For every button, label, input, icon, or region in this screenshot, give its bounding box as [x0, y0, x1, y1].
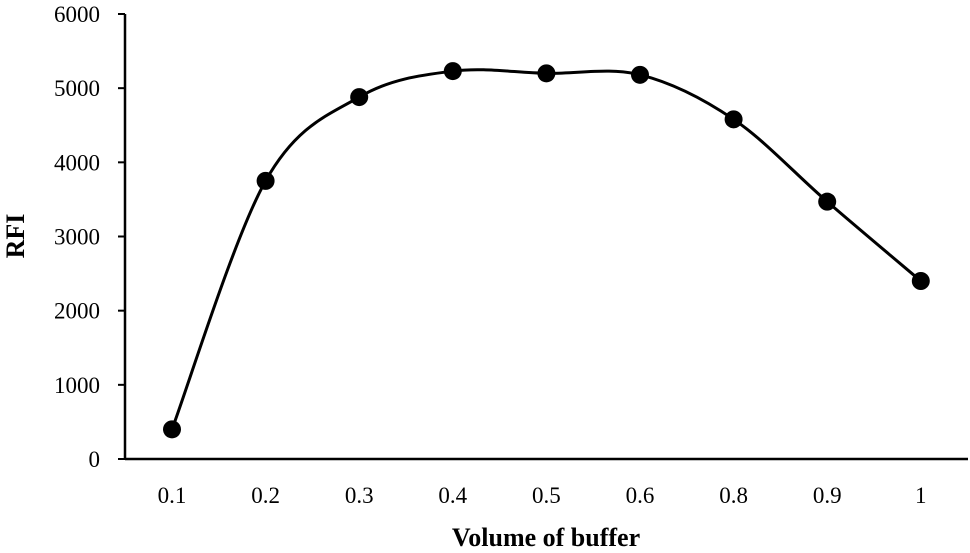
x-tick-label: 0.8	[719, 483, 748, 508]
data-point-marker	[256, 171, 275, 190]
y-tick-label: 2000	[54, 299, 100, 324]
x-axis-ticks: 0.1 0.2 0.3 0.4 0.5 0.6 0.8 0.9 1	[158, 483, 927, 508]
x-tick-label: 0.2	[251, 483, 280, 508]
y-tick-label: 1000	[54, 373, 100, 398]
data-markers	[163, 62, 930, 439]
data-point-marker	[911, 272, 930, 290]
x-tick-label: 0.1	[158, 483, 187, 508]
data-point-marker	[163, 420, 181, 439]
data-point-marker	[350, 88, 369, 107]
x-tick-label: 0.5	[532, 483, 561, 508]
data-point-marker	[818, 192, 837, 211]
data-point-marker	[537, 64, 556, 83]
y-tick-label: 3000	[54, 225, 100, 250]
y-tick-label: 5000	[54, 76, 100, 101]
x-axis-title: Volume of buffer	[452, 523, 640, 552]
x-tick-label: 0.3	[345, 483, 374, 508]
data-point-marker	[724, 110, 743, 129]
y-tick-label: 6000	[54, 2, 100, 27]
x-tick-label: 1	[915, 483, 927, 508]
series-line	[170, 68, 922, 430]
y-tick-label: 4000	[54, 150, 100, 175]
y-axis-title: RFI	[1, 214, 30, 259]
x-tick-label: 0.9	[813, 483, 842, 508]
x-tick-label: 0.6	[626, 483, 655, 508]
y-axis-ticks: 0 1000 2000 3000 4000 5000 6000	[54, 2, 125, 472]
data-point-marker	[631, 65, 649, 84]
data-point-marker	[443, 62, 462, 81]
y-tick-label: 0	[89, 447, 101, 472]
x-tick-label: 0.4	[438, 483, 467, 508]
